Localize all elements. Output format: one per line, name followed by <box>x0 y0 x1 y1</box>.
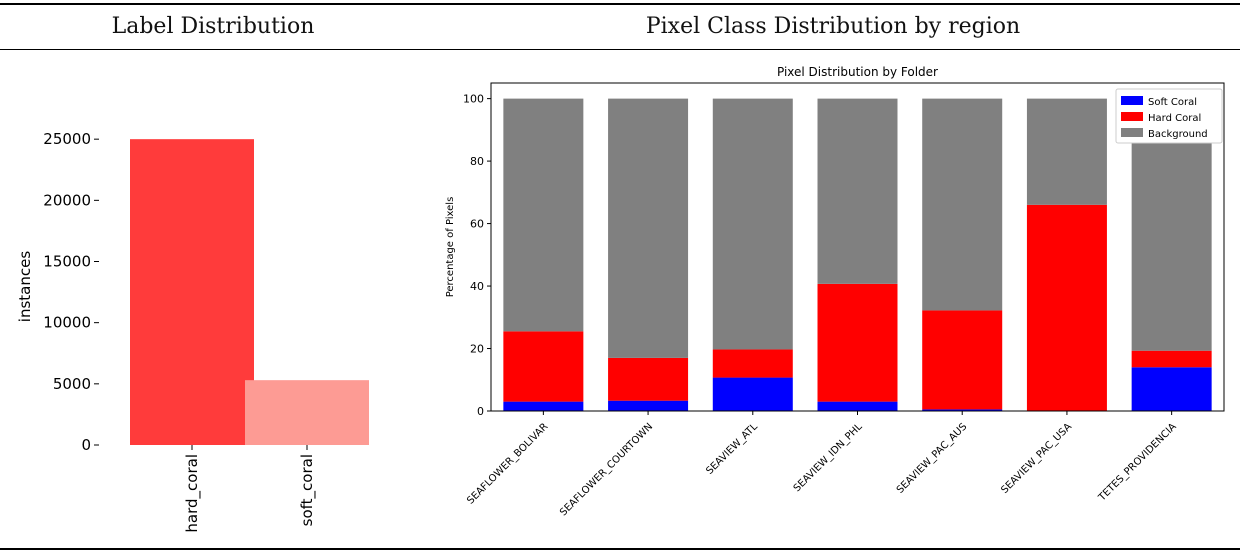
bar-seaview-pac-usa-hard-coral <box>1026 204 1107 411</box>
y-tick-label: 25000 <box>43 130 91 148</box>
header-rule <box>0 49 1240 50</box>
legend-label-soft-coral: Soft Coral <box>1148 97 1197 108</box>
x-tick-label: SEAVIEW_ATL <box>704 421 760 477</box>
y-tick-label: 0 <box>477 405 484 418</box>
y-tick-label: 15000 <box>43 253 91 271</box>
x-tick-label: SEAVIEW_IDN_PHL <box>792 421 865 494</box>
bar-seaview-atl-hard-coral <box>712 349 793 378</box>
x-tick-label: SEAVIEW_PAC_USA <box>999 421 1074 496</box>
x-tick-label: SEAVIEW_PAC_AUS <box>895 421 970 496</box>
header-pixel-class-distribution: Pixel Class Distribution by region <box>645 14 1021 39</box>
bar-seaflower-bolivar-background <box>503 98 584 332</box>
bar-seaview-idn-phl-hard-coral <box>817 283 898 402</box>
y-axis-label: instances <box>16 251 34 323</box>
bar-seaview-atl-background <box>712 98 793 350</box>
legend-label-hard-coral: Hard Coral <box>1148 113 1201 124</box>
plot-frame <box>490 82 1225 412</box>
x-tick-label: soft_coral <box>298 454 317 526</box>
bottom-rule <box>0 548 1240 550</box>
bar-seaflower-bolivar-soft-coral <box>503 401 584 411</box>
header-label-distribution: Label Distribution <box>111 14 315 39</box>
bar-seaflower-courtown-hard-coral <box>608 357 689 401</box>
chart-title: Pixel Distribution by Folder <box>777 65 938 79</box>
bar-seaview-pac-aus-background <box>922 98 1003 311</box>
y-tick-label: 20000 <box>43 191 91 209</box>
bar-seaview-atl-soft-coral <box>712 377 793 411</box>
x-tick-label: hard_coral <box>183 454 202 533</box>
y-tick-label: 10000 <box>43 314 91 332</box>
y-tick-label: 5000 <box>53 375 91 393</box>
legend-swatch-hard-coral <box>1121 112 1143 121</box>
legend-swatch-background <box>1121 128 1143 137</box>
y-tick-label: 0 <box>81 436 91 454</box>
y-tick-label: 80 <box>470 155 484 168</box>
y-tick-label: 60 <box>470 218 484 231</box>
bar-seaflower-courtown-soft-coral <box>608 400 689 411</box>
bar-tetes-providencia-hard-coral <box>1131 350 1212 368</box>
legend-swatch-soft-coral <box>1121 96 1143 105</box>
x-tick-label: SEAFLOWER_COURTOWN <box>558 421 655 518</box>
bar-seaview-idn-phl-soft-coral <box>817 401 898 411</box>
bar-seaview-idn-phl-background <box>817 98 898 284</box>
bar-hard-coral <box>130 139 254 445</box>
bar-seaflower-courtown-background <box>608 98 689 358</box>
bar-seaview-pac-aus-hard-coral <box>922 310 1003 410</box>
y-tick-label: 20 <box>470 343 484 356</box>
bar-seaview-pac-usa-background <box>1026 98 1107 205</box>
bar-tetes-providencia-background <box>1131 98 1212 351</box>
top-rule <box>0 3 1240 5</box>
x-tick-label: TETES_PROVIDENCIA <box>1096 421 1179 504</box>
legend-label-background: Background <box>1148 129 1208 140</box>
y-tick-label: 40 <box>470 280 484 293</box>
bar-seaview-pac-aus-soft-coral <box>922 409 1003 411</box>
bar-seaflower-bolivar-hard-coral <box>503 331 584 402</box>
y-axis-label: Percentage of Pixels <box>445 197 456 298</box>
legend-box <box>1115 88 1223 144</box>
bar-tetes-providencia-soft-coral <box>1131 367 1212 411</box>
y-tick-label: 100 <box>463 93 484 106</box>
bar-soft-coral <box>245 380 369 445</box>
x-tick-label: SEAFLOWER_BOLIVAR <box>465 421 550 506</box>
